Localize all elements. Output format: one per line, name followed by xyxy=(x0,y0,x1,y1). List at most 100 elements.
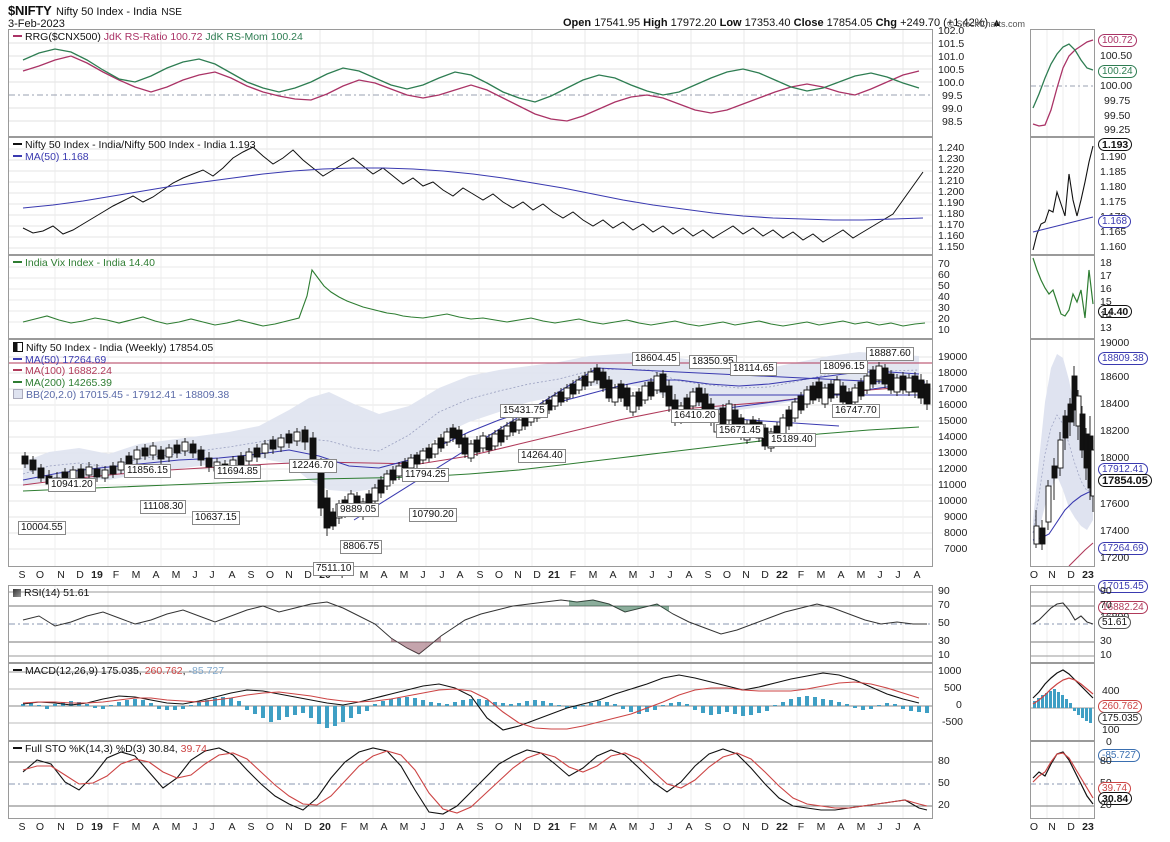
zoom-ratio-ytick: 1.185 xyxy=(1100,166,1127,178)
ratio-ma-dash-icon xyxy=(13,154,22,157)
xtick: J xyxy=(439,821,445,833)
price-annotation: 11794.25 xyxy=(402,468,449,482)
zoom-price-bbupper-flag: 18809.38 xyxy=(1098,352,1148,365)
xtick: F xyxy=(569,821,577,833)
rsi-ytick: 30 xyxy=(938,635,950,647)
xtick: D xyxy=(76,569,84,581)
zoom-xaxis: O N D 23 xyxy=(1030,569,1095,583)
zoom-vix-ytick: 18 xyxy=(1100,257,1112,269)
ratio-ytick: 1.190 xyxy=(938,197,965,209)
high-value: 17972.20 xyxy=(670,17,717,29)
ma50-label: MA(50) xyxy=(25,353,60,366)
zoom-ratio-panel xyxy=(1030,137,1095,255)
xtick: A xyxy=(380,569,388,581)
zoom-xtick: D xyxy=(1067,569,1075,581)
xtick: M xyxy=(588,569,598,581)
xtick: F xyxy=(112,569,120,581)
xtick: S xyxy=(247,821,255,833)
symbol-exchange: NSE xyxy=(161,7,182,18)
rsi-plot xyxy=(9,586,932,662)
xtick: S xyxy=(476,569,484,581)
ratio-ytick: 1.200 xyxy=(938,186,965,198)
price-annotation: 15671.45 xyxy=(716,424,764,438)
xtick: S xyxy=(704,569,712,581)
xtick: A xyxy=(609,569,617,581)
xtick: J xyxy=(667,821,673,833)
ratio-ytick: 1.220 xyxy=(938,164,965,176)
zoom-sto-k-flag: 30.84 xyxy=(1098,792,1133,805)
price-ytick: 14000 xyxy=(938,431,968,443)
sto-panel: Full STO %K(14,3) %D(3) 30.84, 39.74 xyxy=(8,741,933,819)
ma100-dash-icon xyxy=(13,369,22,372)
xtick: S xyxy=(18,569,26,581)
vix-yaxis: 70 60 50 40 30 20 10 xyxy=(936,255,976,339)
xtick: O xyxy=(35,569,45,581)
ratio-ytick: 1.160 xyxy=(938,230,965,242)
xtick: J xyxy=(895,821,901,833)
xtick: S xyxy=(704,821,712,833)
ma200-dash-icon xyxy=(13,380,22,383)
zoom-price-ma50-flag: 17264.69 xyxy=(1098,542,1148,555)
price-ytick: 8000 xyxy=(944,527,968,539)
sto-plot xyxy=(9,742,932,818)
xtick: F xyxy=(797,569,805,581)
price-annotation: 15431.75 xyxy=(500,404,548,418)
zoom-ratio-ytick: 1.180 xyxy=(1100,181,1127,193)
xtick: J xyxy=(439,569,445,581)
zoom-rsi-flag: 51.61 xyxy=(1098,616,1132,629)
zoom-price-ytick: 18400 xyxy=(1100,398,1130,410)
zoom-rsi-panel xyxy=(1030,585,1095,663)
zoom-rsi-yaxis: 90 70 51.61 50 30 10 xyxy=(1096,585,1168,663)
zoom-macd-hist-flag: -85.727 xyxy=(1098,749,1140,762)
price-ytick: 10000 xyxy=(938,495,968,507)
rrg-svg xyxy=(9,30,932,136)
zoom-price-ytick: 17200 xyxy=(1100,552,1130,564)
sto-k-value: 30.84 xyxy=(148,743,175,755)
price-annotation: 11856.15 xyxy=(124,464,171,478)
bollinger-icon xyxy=(13,389,23,399)
ratio-ma-value: 1.168 xyxy=(62,150,89,163)
xtick-year: 22 xyxy=(776,821,788,833)
xtick: D xyxy=(533,569,541,581)
macd-legend: MACD(12,26,9) 175.035, 260.762, -85.727 xyxy=(13,665,224,678)
vix-ytick: 70 xyxy=(938,258,950,270)
zoom-price-ytick: 17400 xyxy=(1100,525,1130,537)
price-annotation: 10004.55 xyxy=(18,521,66,535)
xtick: A xyxy=(152,821,160,833)
bottom-xaxis: S O N D 19 F M A M J J A S O N D 20 F M … xyxy=(8,821,933,835)
zoom-vix-ytick: 13 xyxy=(1100,322,1112,334)
xtick: A xyxy=(380,821,388,833)
rrg-ytick: 99.5 xyxy=(942,90,963,102)
price-annotation: 9889.05 xyxy=(337,503,380,517)
zoom-rrg-ratio-flag: 100.72 xyxy=(1098,34,1137,47)
zoom-ratio-svg xyxy=(1032,138,1094,254)
zoom-ratio-ytick: 1.160 xyxy=(1100,241,1127,253)
zoom-xtick: O xyxy=(1029,569,1039,581)
zoom-bottom-xaxis: O N D 23 xyxy=(1030,821,1095,835)
chg-label: Chg xyxy=(875,17,897,29)
chart-header: $NIFTY Nifty 50 Index - India NSE 3-Feb-… xyxy=(8,2,1163,34)
macd-svg xyxy=(9,664,932,740)
zoom-price-bblower-flag: 17015.45 xyxy=(1098,580,1148,593)
xtick: M xyxy=(359,569,369,581)
zoom-rrg-panel xyxy=(1030,29,1095,137)
sto-ytick: 80 xyxy=(938,755,950,767)
xtick-year: 19 xyxy=(91,569,103,581)
rsi-panel: RSI(14) 51.61 xyxy=(8,585,933,663)
xtick: M xyxy=(399,569,409,581)
candlestick-icon xyxy=(13,342,23,352)
macd-yaxis: 1000 500 0 -500 xyxy=(936,663,980,741)
macd-panel: MACD(12,26,9) 175.035, 260.762, -85.727 xyxy=(8,663,933,741)
zoom-rrg-ytick: 100.00 xyxy=(1100,80,1133,92)
zoom-macd-ytick: 400 xyxy=(1102,685,1120,697)
xtick: M xyxy=(171,821,181,833)
zoom-price-close-flag: 17854.05 xyxy=(1098,474,1152,487)
zoom-rrg-svg xyxy=(1031,30,1094,136)
zoom-vix-ytick: 14 xyxy=(1100,309,1112,321)
zoom-macd-ytick: 100 xyxy=(1102,724,1120,736)
xtick: J xyxy=(877,821,883,833)
macd-ytick: -500 xyxy=(942,716,964,728)
rrg-ytick: 102.0 xyxy=(938,25,965,37)
xtick: J xyxy=(192,569,198,581)
zoom-sto-svg xyxy=(1031,742,1094,818)
